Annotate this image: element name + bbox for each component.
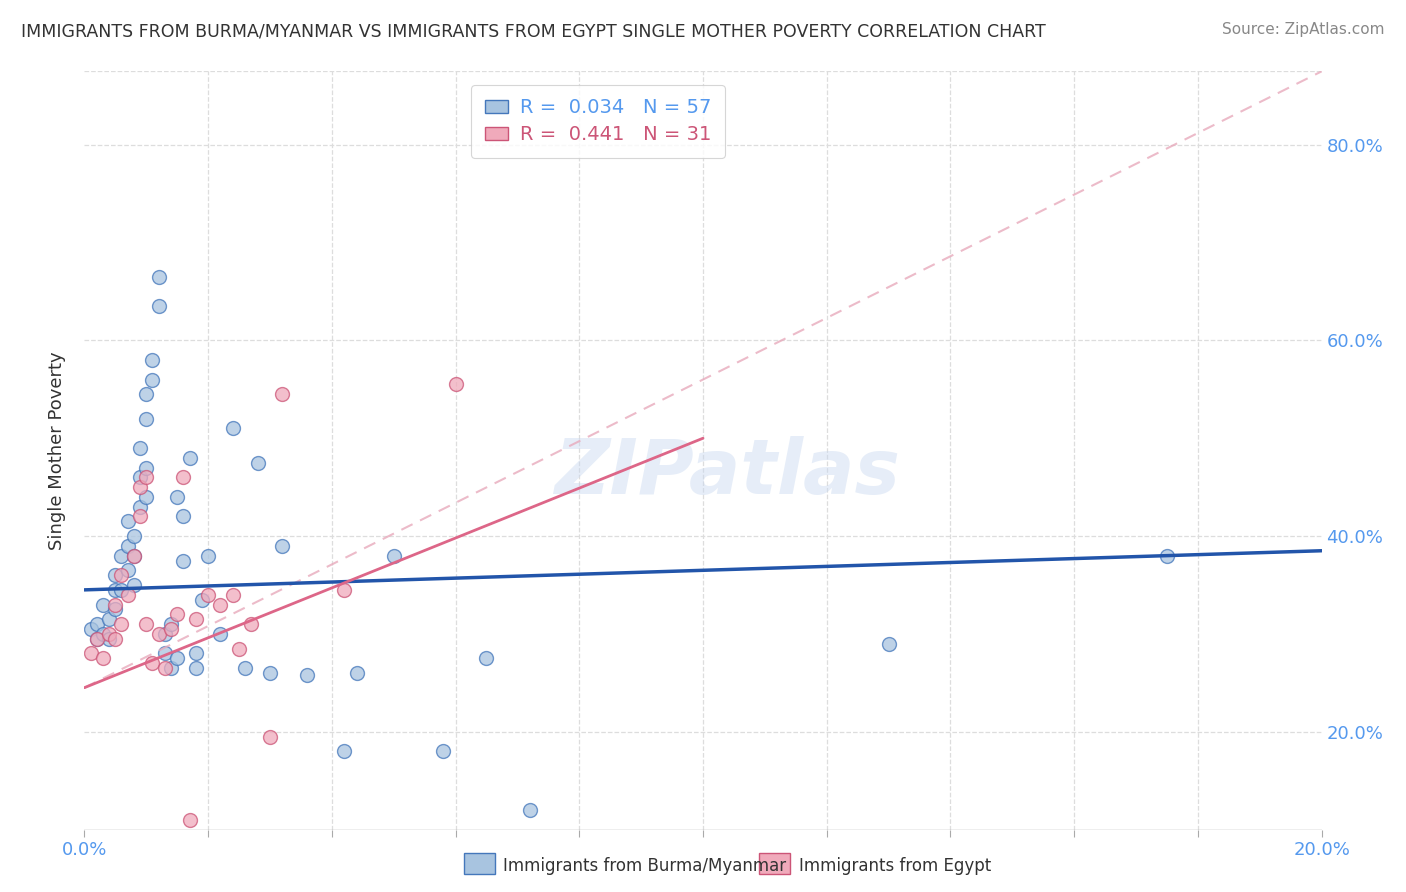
Point	[519, 803, 541, 817]
Point	[135, 470, 157, 484]
Point	[98, 627, 121, 641]
Text: Source: ZipAtlas.com: Source: ZipAtlas.com	[1222, 22, 1385, 37]
Point	[172, 509, 194, 524]
Point	[122, 578, 145, 592]
Point	[172, 470, 194, 484]
Point	[110, 582, 132, 597]
Point	[129, 470, 152, 484]
Point	[209, 598, 232, 612]
Point	[184, 661, 207, 675]
Point	[153, 627, 176, 641]
Point	[432, 744, 454, 758]
Point	[98, 612, 121, 626]
Point	[122, 529, 145, 543]
Point	[86, 632, 108, 646]
Point	[191, 592, 214, 607]
Point	[228, 641, 250, 656]
Point	[333, 582, 356, 597]
Point	[110, 617, 132, 632]
Point	[122, 549, 145, 563]
Point	[295, 668, 318, 682]
Point	[222, 588, 245, 602]
Point	[129, 509, 152, 524]
Point	[117, 515, 139, 529]
Point	[153, 661, 176, 675]
Point	[166, 490, 188, 504]
Point	[197, 549, 219, 563]
Point	[104, 582, 127, 597]
Point	[160, 661, 183, 675]
Point	[135, 617, 157, 632]
Point	[382, 549, 405, 563]
Point	[1156, 549, 1178, 563]
Point	[271, 387, 294, 401]
Legend: R =  0.034   N = 57, R =  0.441   N = 31: R = 0.034 N = 57, R = 0.441 N = 31	[471, 85, 725, 158]
Point	[475, 651, 498, 665]
Point	[135, 490, 157, 504]
Point	[160, 622, 183, 636]
Point	[246, 456, 269, 470]
Point	[104, 632, 127, 646]
Point	[135, 387, 157, 401]
Point	[197, 588, 219, 602]
Point	[259, 730, 281, 744]
Point	[172, 553, 194, 567]
Text: Immigrants from Egypt: Immigrants from Egypt	[799, 857, 991, 875]
Point	[222, 421, 245, 435]
Point	[79, 622, 101, 636]
Point	[259, 666, 281, 681]
Point	[141, 353, 163, 368]
Point	[86, 617, 108, 632]
Point	[129, 441, 152, 455]
Point	[135, 411, 157, 425]
Point	[877, 637, 900, 651]
Point	[240, 617, 263, 632]
Point	[129, 480, 152, 494]
Point	[135, 460, 157, 475]
Point	[104, 568, 127, 582]
Point	[179, 450, 201, 465]
Point	[166, 651, 188, 665]
Point	[91, 598, 114, 612]
Point	[122, 549, 145, 563]
Text: Immigrants from Burma/Myanmar: Immigrants from Burma/Myanmar	[503, 857, 786, 875]
Point	[141, 372, 163, 386]
Point	[233, 661, 256, 675]
Text: IMMIGRANTS FROM BURMA/MYANMAR VS IMMIGRANTS FROM EGYPT SINGLE MOTHER POVERTY COR: IMMIGRANTS FROM BURMA/MYANMAR VS IMMIGRA…	[21, 22, 1046, 40]
Point	[129, 500, 152, 514]
Point	[160, 617, 183, 632]
Point	[184, 647, 207, 661]
Text: ZIPatlas: ZIPatlas	[555, 436, 901, 510]
Point	[184, 612, 207, 626]
Point	[110, 549, 132, 563]
Point	[148, 269, 170, 284]
Point	[271, 539, 294, 553]
Point	[333, 744, 356, 758]
Point	[148, 627, 170, 641]
Point	[98, 632, 121, 646]
Point	[153, 647, 176, 661]
Point	[117, 588, 139, 602]
Point	[110, 568, 132, 582]
Point	[91, 627, 114, 641]
Point	[104, 602, 127, 616]
Point	[148, 299, 170, 313]
Point	[86, 632, 108, 646]
Y-axis label: Single Mother Poverty: Single Mother Poverty	[48, 351, 66, 549]
Point	[117, 539, 139, 553]
Point	[91, 651, 114, 665]
Point	[179, 813, 201, 827]
Point	[346, 666, 368, 681]
Point	[444, 377, 467, 392]
Point	[79, 647, 101, 661]
Point	[166, 607, 188, 622]
Point	[209, 627, 232, 641]
Point	[104, 598, 127, 612]
Point	[117, 563, 139, 577]
Point	[141, 657, 163, 671]
